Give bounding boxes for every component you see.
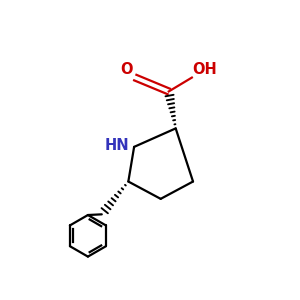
Text: OH: OH [192, 62, 217, 77]
Text: O: O [120, 62, 132, 77]
Text: HN: HN [104, 137, 129, 152]
